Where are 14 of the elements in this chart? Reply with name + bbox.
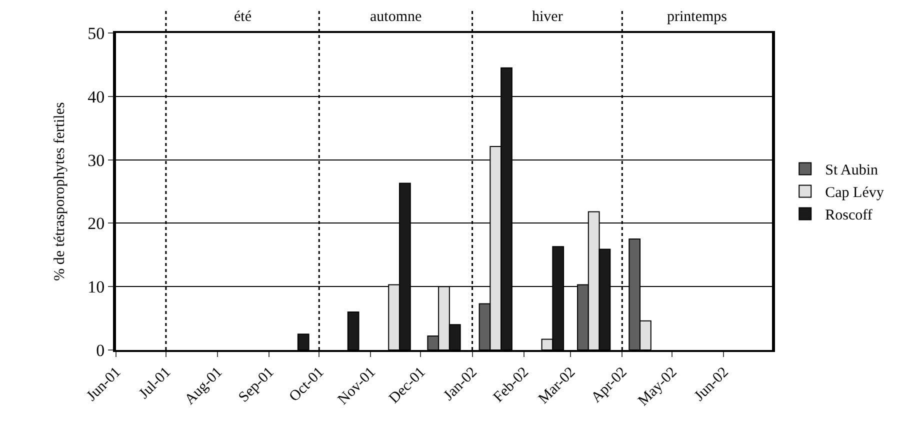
y-tick-label: 50 [88,24,105,43]
text: été [234,9,252,25]
y-tick-label: 10 [88,278,105,297]
y-tick-label: 30 [88,150,105,170]
legend-label: Roscoff [825,208,872,224]
y-tick-label: 20 [88,214,105,234]
text: hiver [532,9,563,25]
text: automne [370,9,422,25]
y-tick-label: 0 [96,340,105,360]
legend-label: Cap Lévy [825,185,884,202]
y-tick-label: 40 [88,87,105,106]
text: printemps [667,9,728,25]
legend-label: St Aubin [825,162,879,179]
y-axis-title: % de tétrasporophytes fertiles [52,102,68,281]
